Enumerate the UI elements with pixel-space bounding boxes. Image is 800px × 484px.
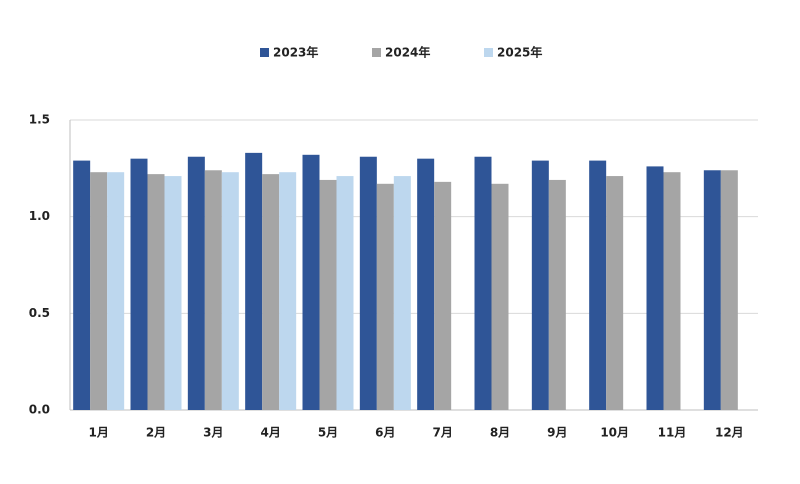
bar — [130, 158, 148, 410]
legend-label: 2024年 — [385, 45, 430, 60]
bar — [221, 172, 239, 410]
bar — [107, 172, 125, 410]
legend-swatch — [484, 48, 493, 57]
y-tick-label: 1.5 — [29, 113, 50, 127]
bar — [376, 183, 394, 410]
bar — [703, 170, 721, 410]
bar — [646, 166, 664, 410]
legend-label: 2025年 — [497, 45, 542, 60]
y-tick-label: 0.5 — [29, 306, 50, 320]
bar — [319, 179, 337, 410]
bar — [474, 156, 492, 410]
bar — [359, 156, 377, 410]
bar — [147, 174, 165, 410]
legend-swatch — [372, 48, 381, 57]
bar — [90, 172, 108, 410]
y-tick-label: 0.0 — [29, 403, 50, 417]
bar — [663, 172, 681, 410]
x-tick-label: 5月 — [318, 426, 338, 440]
x-tick-label: 10月 — [600, 426, 629, 440]
legend-swatch — [260, 48, 269, 57]
bar — [606, 176, 624, 410]
x-tick-label: 7月 — [432, 426, 452, 440]
x-tick-label: 4月 — [260, 426, 280, 440]
bar — [434, 181, 452, 410]
legend-label: 2023年 — [273, 45, 318, 60]
bar — [164, 176, 182, 410]
x-tick-label: 3月 — [203, 426, 223, 440]
bar — [491, 183, 509, 410]
bar — [204, 170, 222, 410]
bar — [720, 170, 738, 410]
bar — [417, 158, 435, 410]
bar — [279, 172, 297, 410]
x-tick-label: 2月 — [146, 426, 166, 440]
y-tick-label: 1.0 — [29, 209, 50, 223]
bar — [336, 176, 354, 410]
x-tick-label: 12月 — [715, 426, 744, 440]
bar — [262, 174, 280, 410]
bar — [245, 152, 263, 410]
bar — [531, 160, 549, 410]
x-tick-label: 6月 — [375, 426, 395, 440]
bar — [302, 154, 320, 410]
x-tick-label: 9月 — [547, 426, 567, 440]
bar — [187, 156, 205, 410]
bar — [589, 160, 607, 410]
bar — [73, 160, 91, 410]
x-tick-label: 11月 — [658, 426, 687, 440]
x-tick-label: 1月 — [88, 426, 108, 440]
bar — [548, 179, 566, 410]
x-tick-label: 8月 — [490, 426, 510, 440]
bar — [393, 176, 411, 410]
